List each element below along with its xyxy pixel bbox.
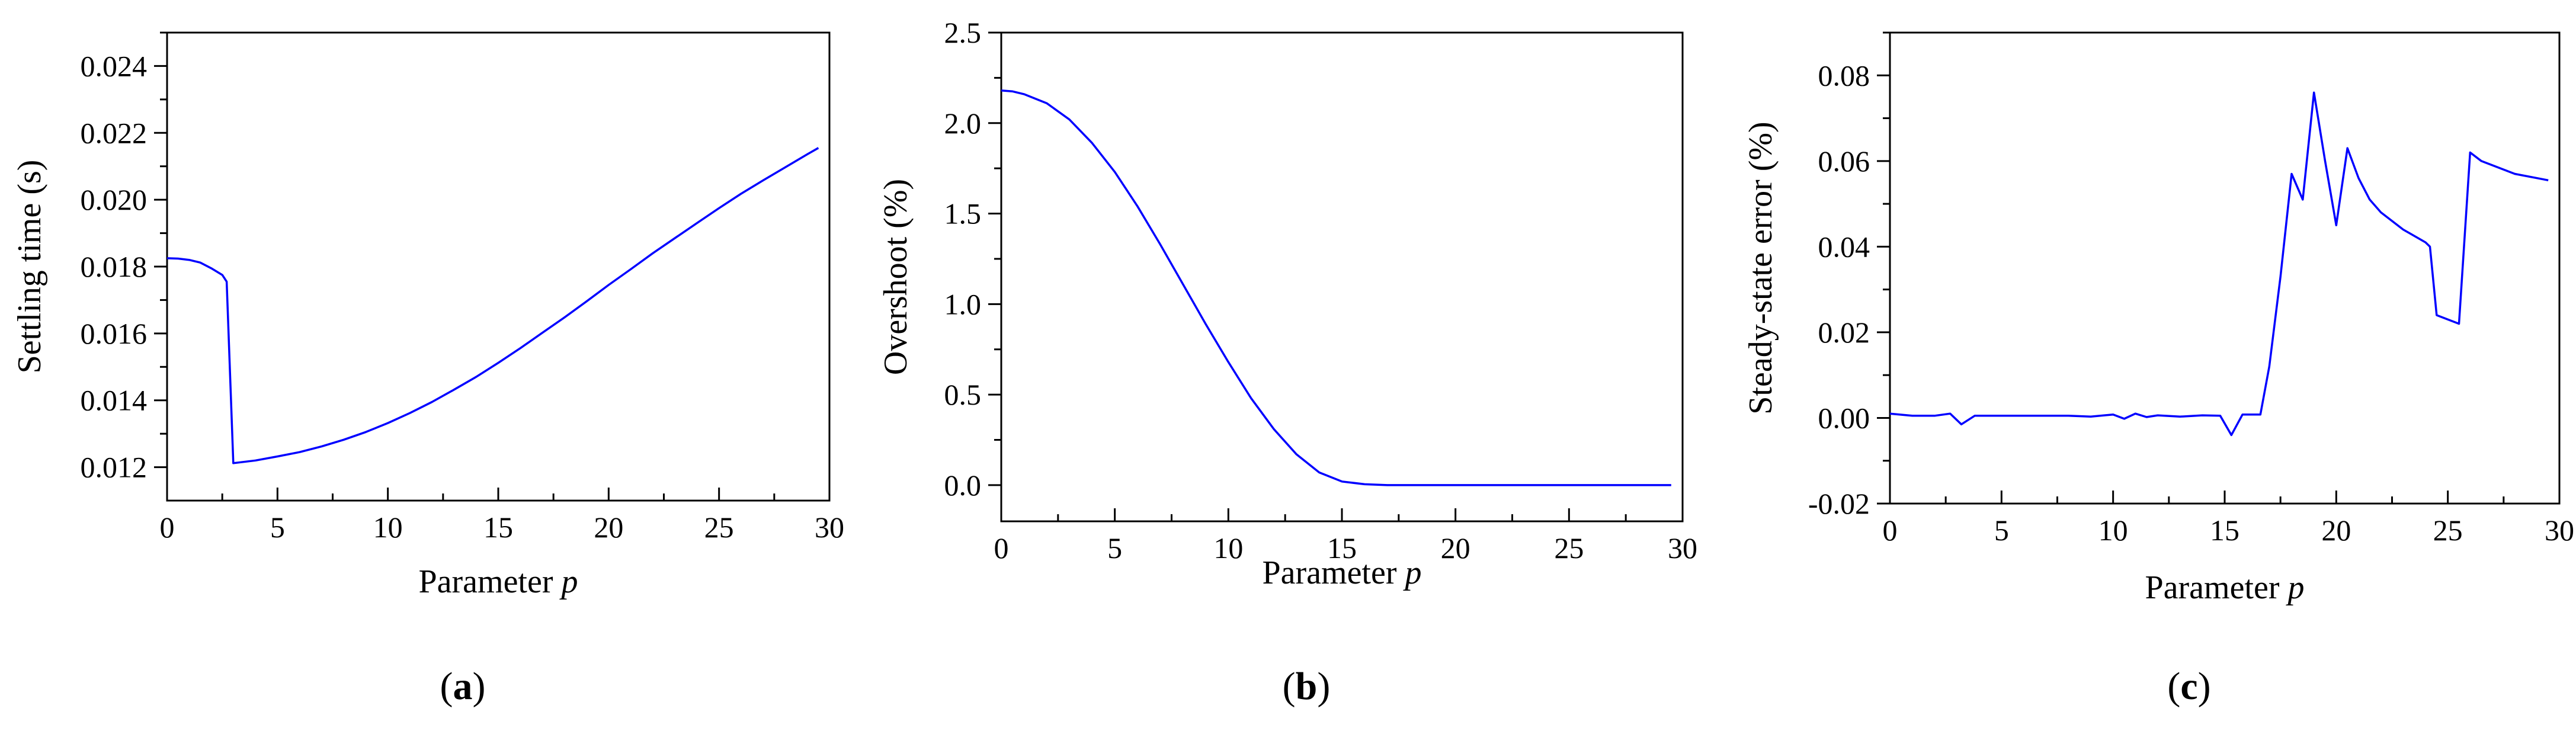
x-tick-label-c: 15 xyxy=(2210,514,2239,547)
y-tick-label-b: 1.5 xyxy=(944,197,982,230)
y-tick-label-c: 0.02 xyxy=(1818,316,1870,349)
panel-caption-part: ) xyxy=(473,665,486,708)
x-tick-label-a: 0 xyxy=(160,511,175,544)
y-axis-title-a: Settling time (s) xyxy=(11,160,48,374)
x-tick-label-b: 0 xyxy=(994,531,1009,565)
panel-caption-part: a xyxy=(453,665,473,708)
y-tick-label-b: 2.0 xyxy=(944,107,982,140)
series-line-a xyxy=(166,147,819,464)
plot-frame-b xyxy=(1000,31,1684,523)
y-tick-label-a: 0.014 xyxy=(81,384,148,417)
y-tick-label-a: 0.018 xyxy=(81,250,148,283)
x-tick-label-c: 20 xyxy=(2321,514,2351,547)
panel-caption-a: (a) xyxy=(440,665,486,708)
panel-c: 0 5 10 15 20 25 30 -0.02 0.00 0.02 0.04 0.06 0.08 Par… xyxy=(1742,31,2574,708)
x-tick-label-b: 10 xyxy=(1213,531,1243,565)
y-tick-label-b: 0.5 xyxy=(944,378,982,411)
y-tick-label-b: 2.5 xyxy=(944,16,982,49)
series-line-c xyxy=(1889,91,2549,437)
panel-caption-part: ( xyxy=(2167,665,2180,708)
y-tick-label-a: 0.012 xyxy=(81,451,148,484)
x-axis-title-c: Parameter p xyxy=(2145,569,2305,606)
x-tick-label-b: 20 xyxy=(1441,531,1470,565)
y-tick-label-a: 0.020 xyxy=(81,183,148,216)
x-axis-variable-c: p xyxy=(2285,569,2304,606)
x-tick-label-c: 30 xyxy=(2545,514,2574,547)
y-tick-label-b: 0.0 xyxy=(944,469,982,502)
y-tick-label-a: 0.024 xyxy=(81,49,148,82)
panel-caption-part: ( xyxy=(1283,665,1296,708)
x-tick-label-c: 0 xyxy=(1883,514,1898,547)
x-axis-variable-b: p xyxy=(1402,554,1421,591)
y-axis-title-c: Steady-state error (%) xyxy=(1742,121,1779,414)
panel-b: 0 5 10 15 20 25 30 0.0 0.5 1.0 1.5 2.0 2.5 Parameter … xyxy=(877,16,1697,708)
x-tick-label-a: 20 xyxy=(594,511,623,544)
panel-caption-c: (c) xyxy=(2167,665,2210,708)
panel-caption-part: ( xyxy=(440,665,453,708)
panel-caption-b: (b) xyxy=(1283,665,1331,708)
x-axis-title-b: Parameter p xyxy=(1263,554,1422,591)
x-tick-label-a: 10 xyxy=(373,511,403,544)
y-tick-label-b: 1.0 xyxy=(944,287,982,320)
panel-caption-part: ) xyxy=(2198,665,2211,708)
x-axis-label-a: Parameter xyxy=(419,563,562,600)
y-tick-label-a: 0.016 xyxy=(81,317,148,350)
y-tick-label-c: 0.06 xyxy=(1818,145,1870,178)
y-tick-label-c: 0.04 xyxy=(1818,230,1870,263)
y-axis-title-b: Overshoot (%) xyxy=(877,179,914,375)
x-axis-label-b: Parameter xyxy=(1263,554,1405,591)
panel-caption-part: c xyxy=(2180,665,2197,708)
x-tick-label-a: 30 xyxy=(815,511,844,544)
panel-caption-part: ) xyxy=(1317,665,1330,708)
x-tick-label-c: 10 xyxy=(2098,514,2128,547)
y-tick-label-c: -0.02 xyxy=(1808,487,1870,520)
y-tick-label-c: 0.08 xyxy=(1818,59,1870,92)
plot-frame-a xyxy=(166,31,831,502)
x-axis-variable-a: p xyxy=(559,563,578,600)
x-axis-title-a: Parameter p xyxy=(419,563,578,600)
panel-a: 0 5 10 15 20 25 30 0.012 0.014 0.016 0.018 0.020 0.0… xyxy=(11,31,844,708)
x-tick-label-b: 30 xyxy=(1668,531,1697,565)
x-tick-label-a: 5 xyxy=(270,511,285,544)
x-tick-label-b: 15 xyxy=(1327,531,1357,565)
x-tick-label-b: 5 xyxy=(1107,531,1122,565)
panel-caption-part: b xyxy=(1296,665,1318,708)
x-axis-label-c: Parameter xyxy=(2145,569,2288,606)
x-tick-label-c: 25 xyxy=(2433,514,2463,547)
series-line-b xyxy=(1001,89,1671,486)
plot-frame-c xyxy=(1889,31,2561,505)
y-tick-label-a: 0.022 xyxy=(81,116,148,149)
x-tick-label-a: 15 xyxy=(483,511,513,544)
y-tick-label-c: 0.00 xyxy=(1818,401,1870,434)
x-tick-label-c: 5 xyxy=(1994,514,2009,547)
x-tick-label-a: 25 xyxy=(704,511,734,544)
x-tick-label-b: 25 xyxy=(1554,531,1584,565)
